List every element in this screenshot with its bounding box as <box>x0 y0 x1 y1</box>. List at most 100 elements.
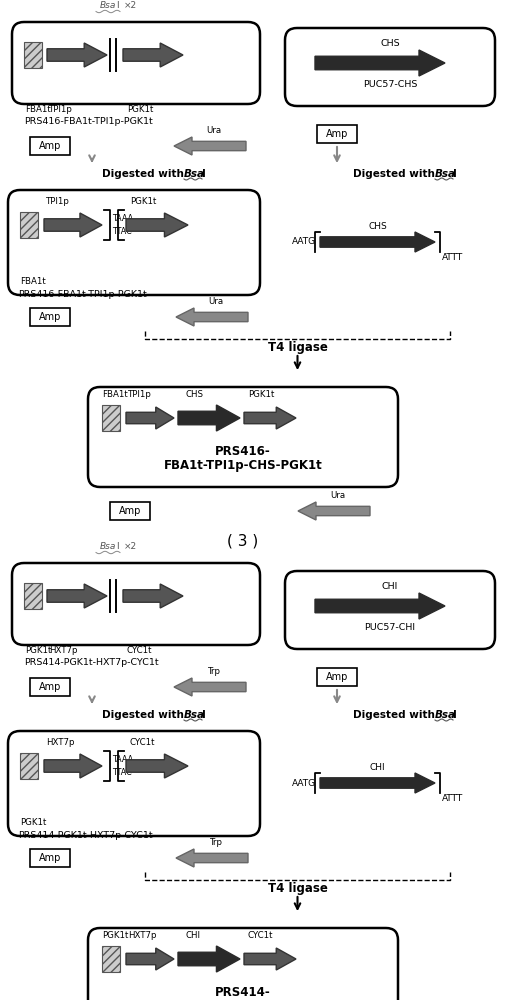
Bar <box>110 502 150 520</box>
Bar <box>24 42 42 68</box>
FancyArrow shape <box>315 593 445 619</box>
Text: Amp: Amp <box>119 506 141 516</box>
Text: CHI: CHI <box>186 931 201 940</box>
FancyBboxPatch shape <box>88 387 398 487</box>
Text: Digested with: Digested with <box>102 169 187 179</box>
Bar <box>24 583 42 609</box>
Text: PRS414-: PRS414- <box>215 986 271 999</box>
Text: PRS416-FBA1t-TPI1p-PGK1t: PRS416-FBA1t-TPI1p-PGK1t <box>18 290 147 299</box>
Text: PRS416-: PRS416- <box>215 445 271 458</box>
Text: Digested with: Digested with <box>102 710 187 720</box>
FancyArrow shape <box>44 213 102 237</box>
Text: Ura: Ura <box>209 297 223 306</box>
Text: Ⅰ: Ⅰ <box>453 169 457 179</box>
Text: Trp: Trp <box>210 838 222 847</box>
Text: AATG: AATG <box>292 237 316 246</box>
Text: CHI: CHI <box>370 763 385 772</box>
Text: Bsa: Bsa <box>435 169 456 179</box>
Text: CHS: CHS <box>380 39 400 48</box>
Text: PGK1t: PGK1t <box>20 818 46 827</box>
Text: Digested with: Digested with <box>353 710 438 720</box>
Text: Ⅰ: Ⅰ <box>453 710 457 720</box>
Bar <box>102 946 120 972</box>
Bar <box>20 753 38 779</box>
Text: Amp: Amp <box>326 672 348 682</box>
Text: Ura: Ura <box>207 126 221 135</box>
FancyArrow shape <box>244 948 296 970</box>
Text: Bsa: Bsa <box>100 1 116 10</box>
Text: Amp: Amp <box>39 312 61 322</box>
Text: Ⅰ: Ⅰ <box>202 169 206 179</box>
Text: Amp: Amp <box>39 141 61 151</box>
FancyBboxPatch shape <box>285 571 495 649</box>
Text: TPI1p: TPI1p <box>128 390 152 399</box>
FancyArrow shape <box>123 584 183 608</box>
Text: PGK1t: PGK1t <box>25 646 51 655</box>
Text: Bsa: Bsa <box>184 169 205 179</box>
FancyBboxPatch shape <box>8 190 260 295</box>
Text: ( 3 ): ( 3 ) <box>228 533 259 548</box>
Bar <box>317 125 357 143</box>
FancyArrow shape <box>320 773 435 793</box>
FancyArrow shape <box>298 502 370 520</box>
Text: CHS: CHS <box>368 222 387 231</box>
Text: PRS416-FBA1t-TPI1p-PGK1t: PRS416-FBA1t-TPI1p-PGK1t <box>24 117 153 126</box>
Bar <box>317 668 357 686</box>
Text: HXT7p: HXT7p <box>128 931 156 940</box>
Bar <box>30 849 70 867</box>
Text: CHI: CHI <box>382 582 398 591</box>
Text: PRS414-PGK1t-HXT7p-CYC1t: PRS414-PGK1t-HXT7p-CYC1t <box>24 658 159 667</box>
Text: Ⅰ: Ⅰ <box>116 1 119 10</box>
Text: PRS414-PGK1t-HXT7p-CYC1t: PRS414-PGK1t-HXT7p-CYC1t <box>18 831 153 840</box>
FancyBboxPatch shape <box>12 22 260 104</box>
Text: HXT7p: HXT7p <box>49 646 77 655</box>
FancyArrow shape <box>47 43 107 67</box>
FancyArrow shape <box>44 754 102 778</box>
Text: PUC57-CHI: PUC57-CHI <box>364 623 415 632</box>
FancyBboxPatch shape <box>8 731 260 836</box>
Text: FBA1t: FBA1t <box>25 105 51 114</box>
Text: TPI1p: TPI1p <box>49 105 73 114</box>
FancyArrow shape <box>126 948 174 970</box>
Text: TPI1p: TPI1p <box>46 197 70 206</box>
Text: TTAC: TTAC <box>112 227 132 236</box>
Text: Ⅰ: Ⅰ <box>202 710 206 720</box>
Text: Bsa: Bsa <box>435 710 456 720</box>
Text: CYC1t: CYC1t <box>130 738 156 747</box>
Text: HXT7p: HXT7p <box>46 738 74 747</box>
Text: FBA1t: FBA1t <box>102 390 128 399</box>
Bar <box>30 678 70 696</box>
Text: FBA1t-TPI1p-CHS-PGK1t: FBA1t-TPI1p-CHS-PGK1t <box>163 459 322 472</box>
FancyBboxPatch shape <box>88 928 398 1000</box>
Text: PUC57-CHS: PUC57-CHS <box>363 80 417 89</box>
Text: Digested with: Digested with <box>353 169 438 179</box>
Text: TAAA: TAAA <box>112 755 133 764</box>
Text: PGK1t: PGK1t <box>130 197 156 206</box>
FancyArrow shape <box>174 137 246 155</box>
FancyArrow shape <box>176 308 248 326</box>
Text: T4 ligase: T4 ligase <box>268 341 327 354</box>
Bar <box>30 137 70 155</box>
Text: CHS: CHS <box>186 390 204 399</box>
FancyArrow shape <box>320 232 435 252</box>
Text: Ⅰ: Ⅰ <box>116 542 119 551</box>
FancyArrow shape <box>178 946 240 972</box>
Text: ATTT: ATTT <box>442 253 463 262</box>
Bar <box>102 405 120 431</box>
Text: Amp: Amp <box>39 682 61 692</box>
FancyArrow shape <box>178 405 240 431</box>
FancyArrow shape <box>315 50 445 76</box>
Text: ×2: ×2 <box>124 542 137 551</box>
Text: Amp: Amp <box>39 853 61 863</box>
Text: Trp: Trp <box>208 667 220 676</box>
Text: Bsa: Bsa <box>184 710 205 720</box>
FancyArrow shape <box>176 849 248 867</box>
FancyArrow shape <box>126 213 188 237</box>
Bar <box>30 308 70 326</box>
FancyArrow shape <box>123 43 183 67</box>
Text: Bsa: Bsa <box>100 542 116 551</box>
FancyArrow shape <box>126 754 188 778</box>
Text: PGK1t: PGK1t <box>127 105 153 114</box>
Text: PGK1t: PGK1t <box>102 931 128 940</box>
Text: ×2: ×2 <box>124 1 137 10</box>
